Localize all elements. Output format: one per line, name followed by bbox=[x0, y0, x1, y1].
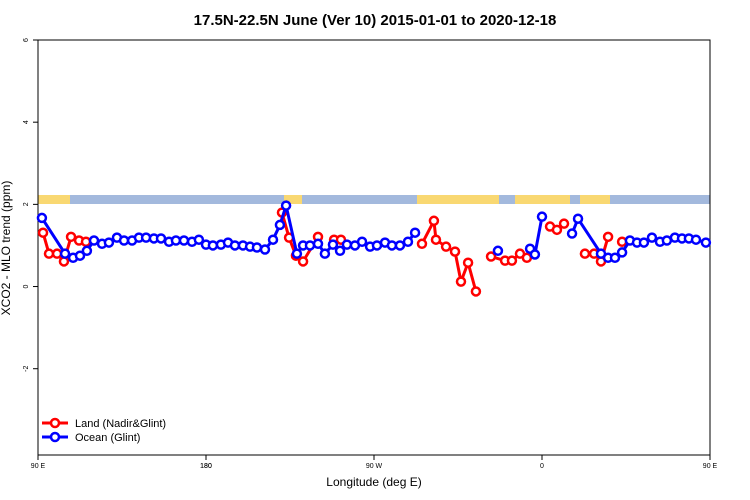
data-point bbox=[536, 211, 548, 222]
data-point bbox=[327, 239, 339, 250]
data-point bbox=[566, 228, 578, 239]
data-point bbox=[428, 215, 440, 227]
data-point bbox=[334, 245, 346, 257]
data-point bbox=[304, 240, 316, 251]
x-tick-label: 90 E bbox=[703, 463, 718, 470]
y-tick-label: 2 bbox=[23, 202, 30, 206]
y-axis-label: XCO2 - MLO trend (ppm) bbox=[0, 181, 13, 316]
legend-label: Land (Nadir&Glint) bbox=[75, 418, 166, 430]
data-point bbox=[690, 234, 702, 245]
data-point bbox=[280, 200, 292, 211]
data-point bbox=[646, 232, 658, 243]
data-point bbox=[297, 256, 309, 267]
data-point bbox=[506, 255, 518, 266]
y-tick-label: -2 bbox=[23, 365, 30, 371]
land-strip bbox=[38, 195, 70, 204]
data-point bbox=[81, 245, 93, 257]
data-point bbox=[319, 248, 331, 259]
data-point bbox=[402, 236, 414, 247]
data-point bbox=[551, 224, 563, 236]
x-tick-label: 0 bbox=[540, 463, 544, 470]
data-point bbox=[291, 248, 303, 259]
data-point bbox=[485, 251, 497, 262]
y-tick-label: 4 bbox=[23, 120, 30, 124]
x-tick-label: 180 bbox=[200, 463, 212, 470]
data-point bbox=[572, 213, 584, 224]
data-point bbox=[455, 276, 467, 287]
x-tick-label: 180 bbox=[200, 463, 212, 470]
data-point bbox=[356, 236, 368, 247]
data-point bbox=[462, 257, 474, 268]
land-strip bbox=[284, 195, 302, 204]
data-point bbox=[259, 244, 271, 255]
data-point bbox=[65, 231, 77, 243]
data-point bbox=[312, 238, 324, 250]
data-point bbox=[267, 234, 279, 245]
data-point bbox=[74, 250, 86, 261]
data-point bbox=[409, 227, 421, 238]
data-point bbox=[416, 238, 428, 250]
legend-label: Ocean (Glint) bbox=[75, 432, 140, 444]
y-tick-label: 6 bbox=[23, 38, 30, 42]
data-point bbox=[638, 237, 650, 248]
data-point bbox=[251, 242, 263, 253]
data-point bbox=[430, 234, 442, 245]
data-point bbox=[440, 241, 452, 252]
data-point bbox=[616, 247, 628, 258]
x-tick-label: 90 E bbox=[31, 463, 46, 470]
data-point bbox=[529, 249, 541, 260]
data-point bbox=[80, 236, 92, 247]
data-point bbox=[609, 252, 621, 264]
data-point bbox=[602, 231, 614, 243]
legend-marker bbox=[49, 431, 61, 443]
data-point bbox=[449, 246, 461, 257]
legend-marker bbox=[49, 417, 61, 429]
data-point bbox=[59, 248, 71, 259]
data-point bbox=[103, 237, 115, 248]
x-tick-label: 90 W bbox=[366, 463, 383, 470]
ocean-strip bbox=[38, 195, 710, 204]
land-strip bbox=[515, 195, 570, 204]
data-point bbox=[178, 235, 190, 246]
x-axis-label: Longitude (deg E) bbox=[326, 475, 421, 489]
data-point bbox=[470, 286, 482, 297]
y-tick-label: 0 bbox=[23, 284, 30, 288]
data-point bbox=[207, 240, 219, 251]
chart-title: 17.5N-22.5N June (Ver 10) 2015-01-01 to … bbox=[194, 12, 557, 29]
data-point bbox=[36, 212, 48, 224]
data-point bbox=[558, 218, 570, 229]
land-strip bbox=[417, 195, 499, 204]
land-mask-strip bbox=[38, 195, 710, 204]
data-point bbox=[193, 234, 205, 245]
data-point bbox=[492, 245, 504, 257]
data-point bbox=[341, 239, 353, 250]
data-point bbox=[37, 227, 49, 238]
data-point bbox=[274, 219, 286, 231]
data-point bbox=[394, 240, 406, 251]
data-point bbox=[579, 248, 591, 259]
land-strip bbox=[580, 195, 610, 204]
data-point bbox=[700, 237, 712, 248]
